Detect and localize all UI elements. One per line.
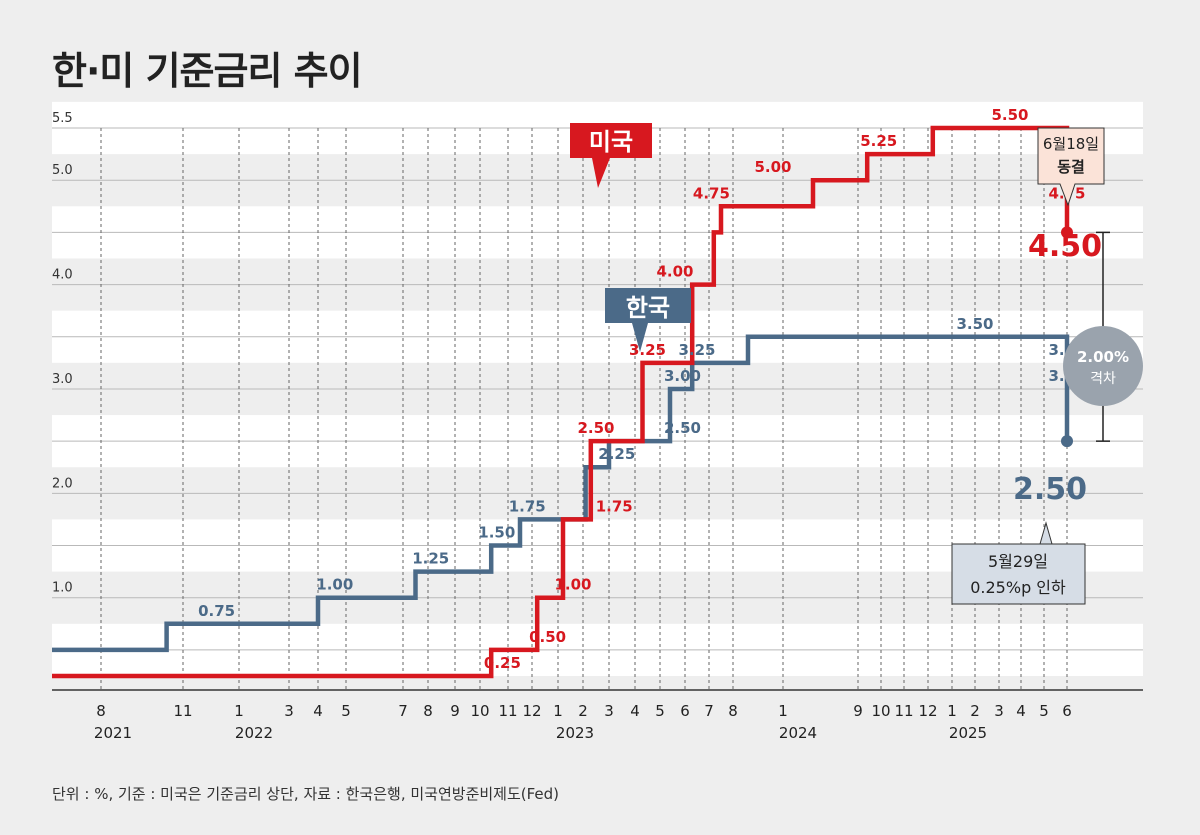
x-tick-label: 9 bbox=[450, 702, 460, 720]
x-tick-label: 9 bbox=[853, 702, 863, 720]
us-data-label: 2.50 bbox=[577, 419, 614, 437]
kr-data-label: 3.00 bbox=[664, 367, 701, 385]
x-tick-label: 2 bbox=[970, 702, 980, 720]
x-tick-label: 2 bbox=[578, 702, 588, 720]
x-tick-label: 11 bbox=[894, 702, 913, 720]
us-data-label: 3.25 bbox=[629, 341, 666, 359]
kr-data-label: 1.50 bbox=[478, 524, 515, 542]
year-label: 2023 bbox=[556, 724, 594, 742]
y-tick-label: 3.0 bbox=[52, 372, 73, 387]
us-end-label: 4.50 bbox=[1028, 229, 1102, 264]
x-tick-label: 4 bbox=[630, 702, 640, 720]
kr-note-pointer bbox=[1039, 521, 1053, 545]
us-note-line: 동결 bbox=[1057, 158, 1085, 176]
kr-data-label: 1.00 bbox=[316, 576, 353, 594]
x-tick-label: 1 bbox=[778, 702, 788, 720]
x-tick-label: 6 bbox=[680, 702, 690, 720]
x-tick-label: 1 bbox=[234, 702, 244, 720]
x-tick-label: 1 bbox=[947, 702, 957, 720]
year-label: 2025 bbox=[949, 724, 987, 742]
y-tick-label: 5.0 bbox=[52, 163, 73, 178]
x-tick-label: 7 bbox=[704, 702, 714, 720]
x-tick-label: 4 bbox=[1016, 702, 1026, 720]
us-tag-label: 미국 bbox=[589, 128, 633, 156]
x-tick-label: 12 bbox=[522, 702, 541, 720]
kr-tag-label: 한국 bbox=[626, 294, 670, 322]
x-tick-label: 8 bbox=[96, 702, 106, 720]
x-tick-label: 1 bbox=[553, 702, 563, 720]
year-label: 2024 bbox=[779, 724, 817, 742]
y-tick-label: 4.0 bbox=[52, 268, 73, 283]
x-tick-label: 6 bbox=[1062, 702, 1072, 720]
y-tick-label: 1.0 bbox=[52, 581, 73, 596]
gap-caption: 격차 bbox=[1090, 371, 1116, 387]
x-tick-label: 3 bbox=[284, 702, 294, 720]
x-tick-label: 10 bbox=[871, 702, 890, 720]
x-tick-label: 5 bbox=[655, 702, 665, 720]
x-tick-label: 5 bbox=[1039, 702, 1049, 720]
us-data-label: 4.75 bbox=[693, 184, 730, 202]
y-tick-label: 5.5 bbox=[52, 111, 73, 126]
year-label: 2021 bbox=[94, 724, 132, 742]
x-tick-label: 5 bbox=[341, 702, 351, 720]
x-tick-label: 8 bbox=[728, 702, 738, 720]
x-tick-label: 7 bbox=[398, 702, 408, 720]
kr-tag-box bbox=[605, 288, 691, 352]
x-tick-label: 12 bbox=[918, 702, 937, 720]
x-tick-label: 10 bbox=[470, 702, 489, 720]
us-note-box bbox=[1037, 127, 1105, 207]
us-data-label: 1.75 bbox=[596, 497, 633, 515]
us-data-label: 1.00 bbox=[554, 576, 591, 594]
year-label: 2022 bbox=[235, 724, 273, 742]
us-data-label: 4.00 bbox=[656, 263, 693, 281]
kr-note-line: 0.25%p 인하 bbox=[970, 578, 1066, 597]
us-note-line: 6월18일 bbox=[1043, 135, 1099, 153]
kr-data-label: 2.25 bbox=[598, 445, 635, 463]
kr-data-label: 0.75 bbox=[198, 602, 235, 620]
kr-end-point bbox=[1061, 435, 1073, 448]
x-tick-label: 3 bbox=[994, 702, 1004, 720]
us-series-line bbox=[52, 125, 1070, 679]
us-data-label: 0.25 bbox=[484, 654, 521, 672]
kr-data-label: 1.75 bbox=[509, 497, 546, 515]
us-data-label: 0.50 bbox=[529, 628, 566, 646]
x-tick-label: 3 bbox=[604, 702, 614, 720]
kr-data-label: 1.25 bbox=[412, 550, 449, 568]
gap-circle bbox=[1063, 326, 1143, 406]
gap-value: 2.00% bbox=[1077, 348, 1129, 366]
x-tick-label: 11 bbox=[173, 702, 192, 720]
x-tick-label: 4 bbox=[313, 702, 323, 720]
source-note: 단위 : %, 기준 : 미국은 기준금리 상단, 자료 : 한국은행, 미국연… bbox=[52, 785, 560, 803]
x-tick-label: 8 bbox=[423, 702, 433, 720]
kr-data-label: 3.25 bbox=[678, 341, 715, 359]
chart-title: 한·미 기준금리 추이 bbox=[52, 49, 363, 93]
y-tick-label: 2.0 bbox=[52, 476, 73, 491]
us-data-label: 5.50 bbox=[991, 106, 1028, 124]
kr-end-label: 2.50 bbox=[1013, 472, 1087, 507]
kr-series-line bbox=[52, 334, 1070, 653]
us-data-label: 5.00 bbox=[754, 158, 791, 176]
us-data-label: 5.25 bbox=[860, 132, 897, 150]
us-tag-box bbox=[570, 123, 652, 188]
kr-note-line: 5월29일 bbox=[988, 552, 1048, 571]
x-tick-label: 11 bbox=[498, 702, 517, 720]
kr-data-label: 3.50 bbox=[956, 315, 993, 333]
kr-data-label: 2.50 bbox=[664, 419, 701, 437]
us-end-point bbox=[1061, 226, 1073, 239]
